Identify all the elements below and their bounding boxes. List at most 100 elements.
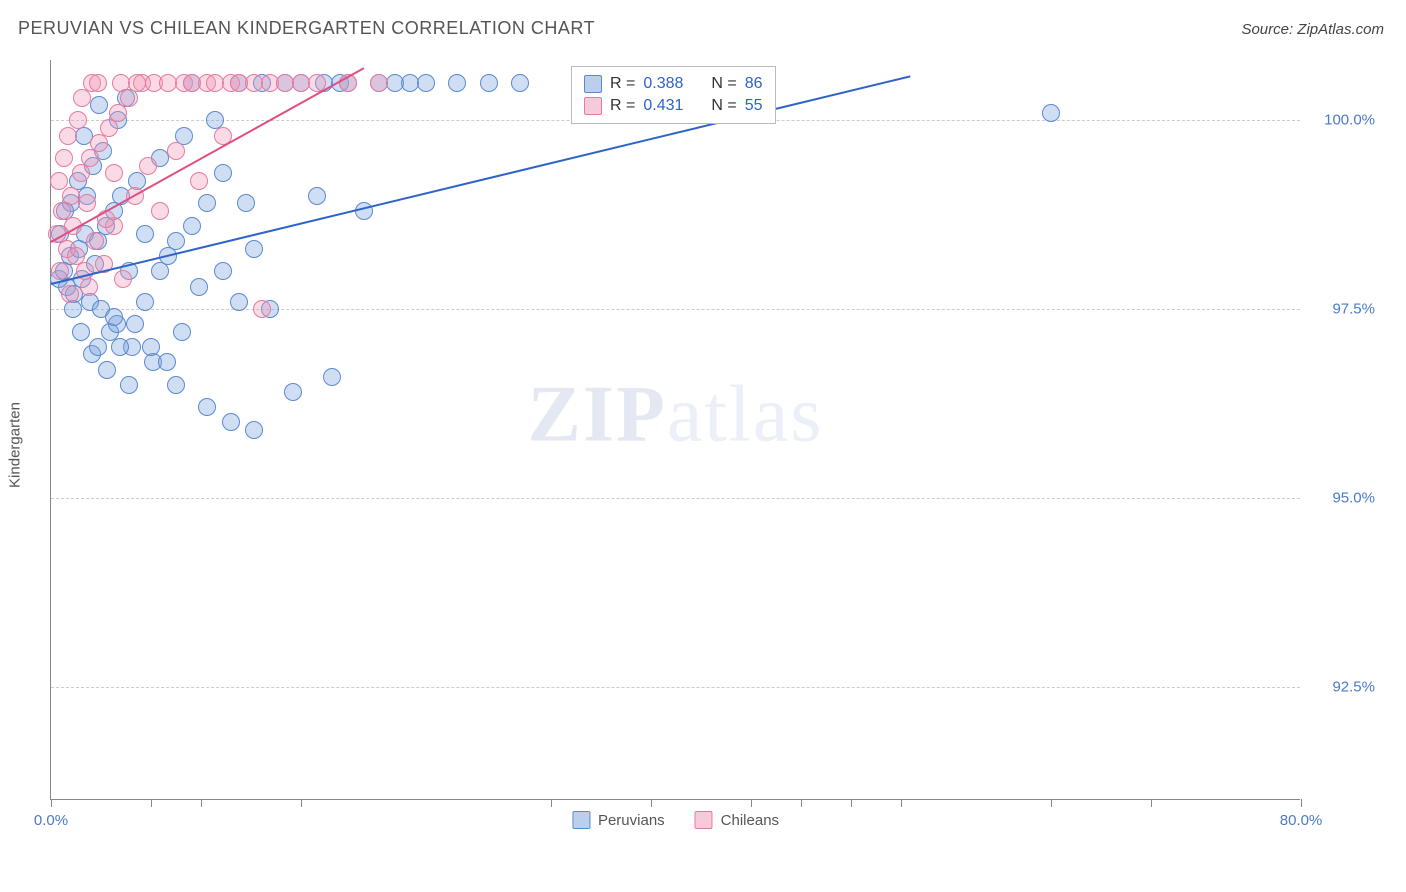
legend-swatch — [695, 811, 713, 829]
watermark: ZIPatlas — [528, 369, 824, 460]
data-point — [126, 315, 144, 333]
data-point — [158, 353, 176, 371]
legend-swatch — [572, 811, 590, 829]
data-point — [183, 217, 201, 235]
x-tick — [1301, 799, 1302, 807]
data-point — [81, 149, 99, 167]
legend-label: Chileans — [721, 812, 779, 829]
data-point — [59, 127, 77, 145]
y-axis-label: Kindergarten — [7, 402, 24, 488]
data-point — [190, 278, 208, 296]
data-point — [69, 111, 87, 129]
data-point — [98, 361, 116, 379]
x-tick — [751, 799, 752, 807]
data-point — [480, 74, 498, 92]
data-point — [151, 262, 169, 280]
data-point — [222, 413, 240, 431]
x-tick-label: 0.0% — [34, 812, 68, 829]
data-point — [61, 285, 79, 303]
data-point — [214, 164, 232, 182]
n-label: N = — [711, 97, 736, 115]
legend-item: Chileans — [695, 811, 779, 829]
r-label: R = — [610, 75, 635, 93]
stats-legend-row: R =0.388N =86 — [584, 73, 763, 95]
x-tick — [301, 799, 302, 807]
y-tick-label: 97.5% — [1305, 301, 1375, 318]
x-tick — [1051, 799, 1052, 807]
series-legend: Peruvians Chileans — [572, 811, 779, 829]
plot-region: ZIPatlas 92.5%95.0%97.5%100.0%0.0%80.0%R… — [50, 60, 1300, 800]
x-tick — [201, 799, 202, 807]
data-point — [64, 300, 82, 318]
data-point — [136, 225, 154, 243]
data-point — [214, 262, 232, 280]
data-point — [89, 338, 107, 356]
source-label: Source: ZipAtlas.com — [1241, 21, 1384, 38]
x-tick — [551, 799, 552, 807]
x-tick — [51, 799, 52, 807]
data-point — [86, 232, 104, 250]
x-tick — [901, 799, 902, 807]
data-point — [105, 164, 123, 182]
y-tick-label: 92.5% — [1305, 678, 1375, 695]
data-point — [72, 164, 90, 182]
x-tick — [651, 799, 652, 807]
data-point — [105, 308, 123, 326]
gridline — [51, 498, 1300, 499]
data-point — [151, 202, 169, 220]
trend-line — [51, 75, 911, 285]
data-point — [245, 421, 263, 439]
data-point — [173, 323, 191, 341]
data-point — [167, 232, 185, 250]
data-point — [109, 104, 127, 122]
data-point — [253, 300, 271, 318]
data-point — [73, 89, 91, 107]
x-tick — [151, 799, 152, 807]
data-point — [448, 74, 466, 92]
data-point — [136, 293, 154, 311]
data-point — [190, 172, 208, 190]
chart-title: PERUVIAN VS CHILEAN KINDERGARTEN CORRELA… — [18, 18, 595, 39]
data-point — [511, 74, 529, 92]
r-value: 0.431 — [643, 97, 683, 115]
data-point — [80, 278, 98, 296]
data-point — [78, 194, 96, 212]
data-point — [90, 96, 108, 114]
stats-legend-row: R = 0.431 N = 55 — [584, 95, 763, 117]
data-point — [1042, 104, 1060, 122]
data-point — [370, 74, 388, 92]
data-point — [72, 323, 90, 341]
data-point — [198, 194, 216, 212]
r-value: 0.388 — [643, 75, 683, 93]
gridline — [51, 687, 1300, 688]
n-value: 55 — [745, 97, 763, 115]
legend-item: Peruvians — [572, 811, 665, 829]
data-point — [50, 172, 68, 190]
data-point — [90, 134, 108, 152]
data-point — [417, 74, 435, 92]
data-point — [167, 376, 185, 394]
data-point — [128, 74, 146, 92]
data-point — [198, 398, 216, 416]
data-point — [230, 293, 248, 311]
data-point — [142, 338, 160, 356]
data-point — [139, 157, 157, 175]
data-point — [89, 74, 107, 92]
x-tick-label: 80.0% — [1280, 812, 1323, 829]
data-point — [323, 368, 341, 386]
data-point — [308, 187, 326, 205]
r-label: R = — [610, 97, 635, 115]
n-value: 86 — [745, 75, 763, 93]
data-point — [114, 270, 132, 288]
data-point — [167, 142, 185, 160]
legend-label: Peruvians — [598, 812, 665, 829]
legend-swatch — [584, 97, 602, 115]
data-point — [111, 338, 129, 356]
data-point — [100, 119, 118, 137]
x-tick — [801, 799, 802, 807]
data-point — [237, 194, 255, 212]
data-point — [245, 240, 263, 258]
legend-swatch — [584, 75, 602, 93]
stats-legend: R = 0.388 N = 86 R = 0.431 N = 55 — [571, 66, 776, 124]
y-tick-label: 100.0% — [1305, 112, 1375, 129]
